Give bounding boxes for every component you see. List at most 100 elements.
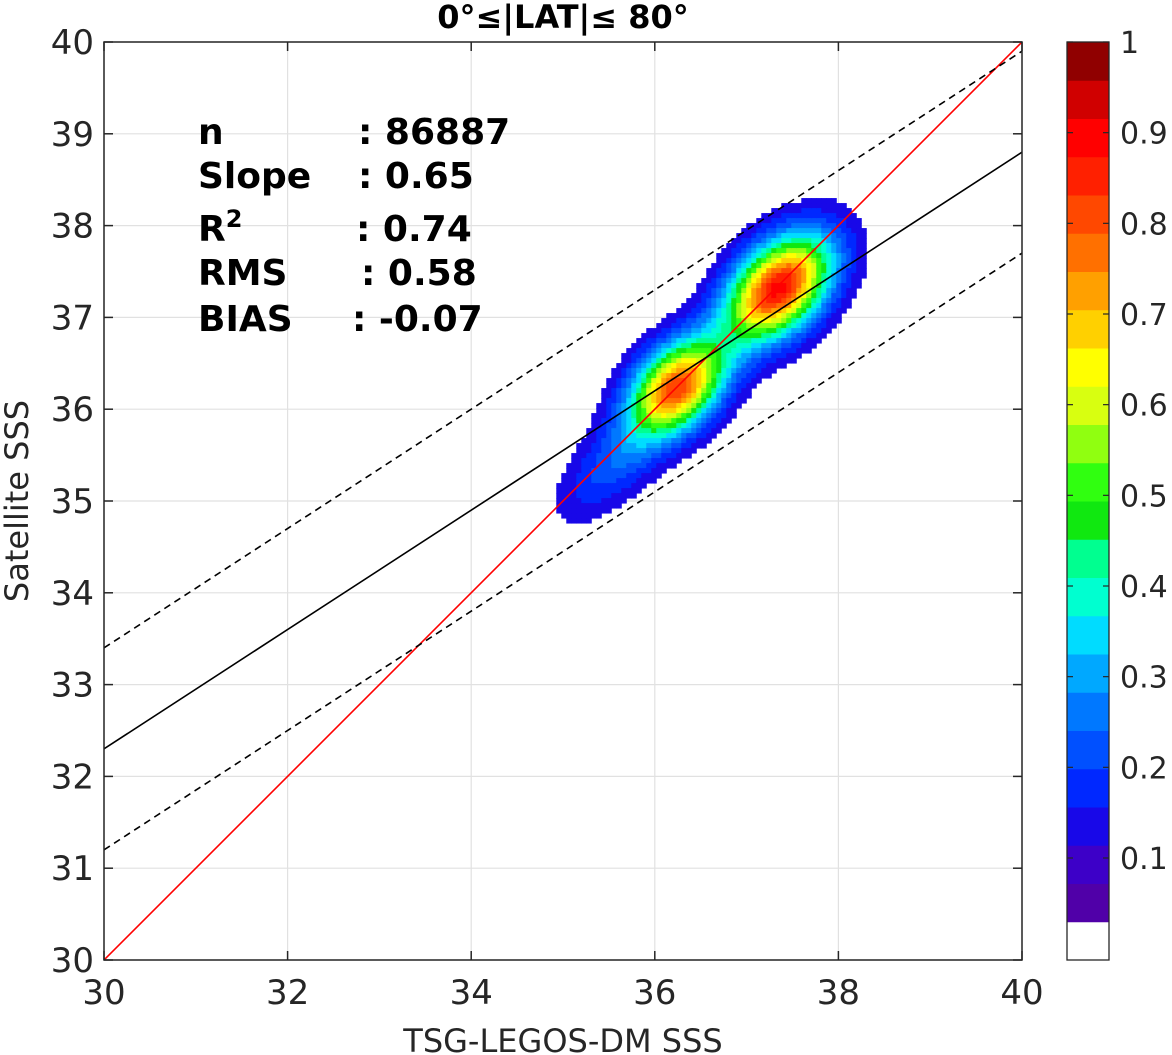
- density-cell: [686, 378, 692, 384]
- density-cell: [726, 363, 732, 369]
- density-cell: [691, 333, 697, 339]
- density-cell: [786, 333, 792, 339]
- density-cell: [621, 493, 627, 499]
- density-cell: [691, 448, 697, 454]
- density-cell: [811, 338, 817, 344]
- density-cell: [776, 243, 782, 249]
- density-cell: [746, 353, 752, 359]
- density-cell: [646, 478, 652, 484]
- density-cell: [651, 398, 657, 404]
- density-cell: [736, 313, 742, 319]
- density-cell: [716, 273, 722, 279]
- density-cell: [746, 333, 752, 339]
- density-cell: [686, 408, 692, 414]
- density-cell: [766, 298, 772, 304]
- density-cell: [651, 473, 657, 479]
- density-cell: [811, 223, 817, 229]
- density-cell: [736, 393, 742, 399]
- density-cell: [771, 333, 777, 339]
- density-cell: [721, 308, 727, 314]
- density-cell: [641, 343, 647, 349]
- density-cell: [661, 353, 667, 359]
- density-cell: [586, 488, 592, 494]
- density-cell: [756, 273, 762, 279]
- density-cell: [656, 393, 662, 399]
- density-cell: [666, 383, 672, 389]
- density-cell: [611, 383, 617, 389]
- density-cell: [671, 378, 677, 384]
- density-cell: [831, 253, 837, 259]
- line-fit-: [104, 50, 1022, 649]
- density-cell: [711, 333, 717, 339]
- density-cell: [631, 383, 637, 389]
- density-cell: [651, 343, 657, 349]
- density-cell: [656, 468, 662, 474]
- density-cell: [621, 428, 627, 434]
- density-cell: [611, 493, 617, 499]
- density-cell: [726, 283, 732, 289]
- density-cell: [806, 203, 812, 209]
- density-cell: [691, 318, 697, 324]
- density-cell: [621, 488, 627, 494]
- density-cell: [841, 203, 847, 209]
- density-cell: [616, 408, 622, 414]
- density-cell: [831, 318, 837, 324]
- density-cell: [616, 388, 622, 394]
- density-cell: [806, 333, 812, 339]
- colorbar-tick-label: 0.3: [1120, 661, 1168, 696]
- density-cell: [806, 268, 812, 274]
- density-cell: [801, 273, 807, 279]
- density-cell: [646, 403, 652, 409]
- density-cell: [691, 413, 697, 419]
- density-cell: [831, 243, 837, 249]
- density-cell: [746, 343, 752, 349]
- density-cell: [806, 208, 812, 214]
- density-cell: [636, 383, 642, 389]
- density-cell: [611, 483, 617, 489]
- density-cell: [781, 348, 787, 354]
- density-cell: [651, 478, 657, 484]
- density-cell: [791, 223, 797, 229]
- density-cell: [726, 318, 732, 324]
- density-cell: [671, 398, 677, 404]
- density-cell: [821, 313, 827, 319]
- density-cell: [731, 368, 737, 374]
- density-cell: [836, 283, 842, 289]
- colorbar-tick-label: 0.4: [1120, 570, 1168, 605]
- density-cell: [561, 503, 567, 509]
- density-cell: [641, 443, 647, 449]
- density-cell: [711, 413, 717, 419]
- density-cell: [591, 438, 597, 444]
- density-cell: [786, 353, 792, 359]
- density-cell: [716, 373, 722, 379]
- density-cell: [856, 223, 862, 229]
- density-cell: [591, 493, 597, 499]
- density-cell: [801, 323, 807, 329]
- density-cell: [851, 253, 857, 259]
- density-cell: [741, 353, 747, 359]
- density-cell: [666, 353, 672, 359]
- density-cell: [716, 283, 722, 289]
- density-cell: [656, 453, 662, 459]
- density-cell: [661, 388, 667, 394]
- density-cell: [806, 303, 812, 309]
- density-cell: [756, 298, 762, 304]
- density-cell: [701, 328, 707, 334]
- density-cell: [696, 423, 702, 429]
- density-cell: [791, 348, 797, 354]
- density-cell: [816, 223, 822, 229]
- density-cell: [851, 228, 857, 234]
- density-cell: [741, 298, 747, 304]
- density-cell: [606, 488, 612, 494]
- density-cell: [801, 333, 807, 339]
- density-cell: [566, 498, 572, 504]
- density-cell: [731, 378, 737, 384]
- density-cell: [616, 498, 622, 504]
- density-cell: [841, 253, 847, 259]
- density-cell: [776, 333, 782, 339]
- density-cell: [596, 448, 602, 454]
- density-cell: [766, 303, 772, 309]
- density-cell: [851, 263, 857, 269]
- density-cell: [741, 278, 747, 284]
- density-cell: [686, 308, 692, 314]
